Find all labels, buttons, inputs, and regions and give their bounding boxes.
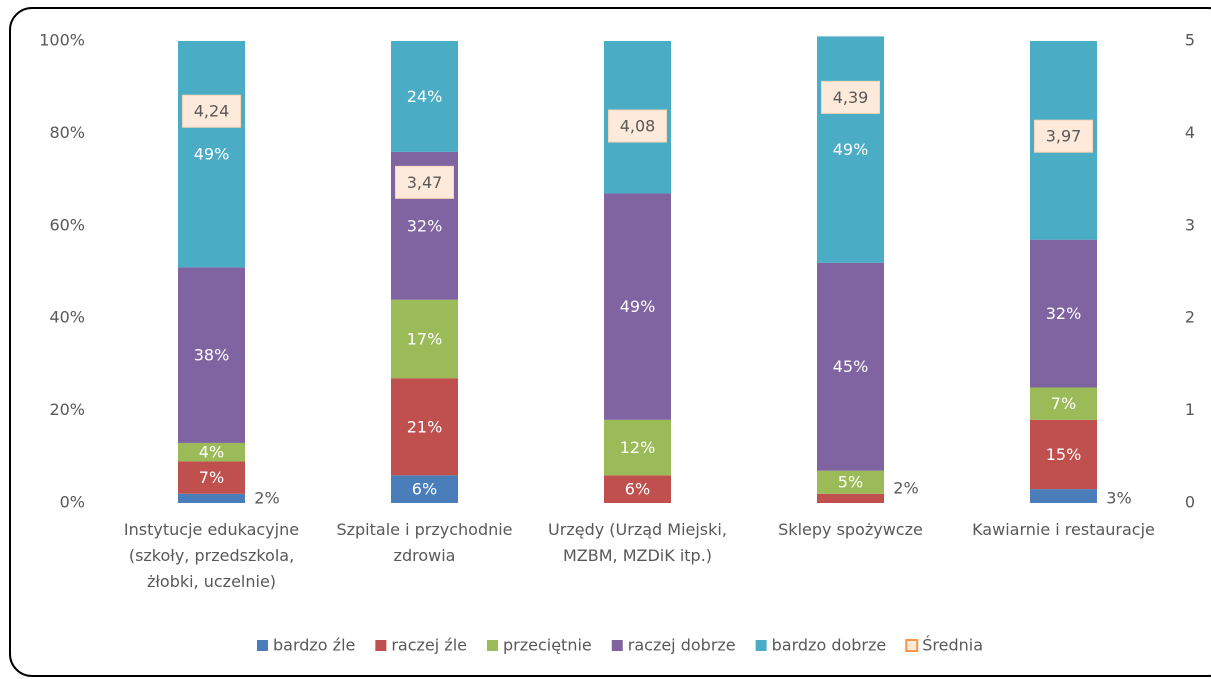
data-label: 21% xyxy=(407,417,443,436)
bar-segment xyxy=(178,267,245,443)
y-tick-label: 20% xyxy=(49,400,85,419)
legend-swatch xyxy=(611,640,623,651)
legend-swatch xyxy=(256,640,268,651)
data-label: 24% xyxy=(407,87,443,106)
average-marker xyxy=(395,165,454,199)
y2-tick-label: 0 xyxy=(1185,493,1195,512)
data-label: 32% xyxy=(407,216,443,235)
data-label: 7% xyxy=(1051,394,1076,413)
y2-tick-label: 1 xyxy=(1185,400,1195,419)
bar-segment xyxy=(178,493,245,503)
bar-segment xyxy=(391,378,458,476)
legend-label: raczej dobrze xyxy=(628,636,736,655)
legend: bardzo źle raczej źle przeciętnie raczej do… xyxy=(256,636,983,655)
data-label: 49% xyxy=(833,140,869,159)
y2-tick-label: 3 xyxy=(1185,215,1195,234)
data-label: 12% xyxy=(620,438,656,457)
bar-segment xyxy=(817,470,884,494)
y-tick-label: 40% xyxy=(49,308,85,327)
average-label: 3,47 xyxy=(407,173,443,192)
data-label: 2% xyxy=(254,489,279,508)
data-label: 5% xyxy=(838,473,863,492)
x-tick-label: Sklepy spożywcze xyxy=(778,520,923,539)
legend-label: bardzo źle xyxy=(273,636,355,655)
y-tick-label: 0% xyxy=(60,493,85,512)
data-label: 49% xyxy=(620,297,656,316)
x-tick-label: Urzędy (Urząd Miejski, MZBM, MZDiK itp.) xyxy=(548,520,727,565)
bar-segment xyxy=(604,475,671,503)
bar-segment xyxy=(604,419,671,476)
average-label: 4,08 xyxy=(620,117,656,136)
bar-segment xyxy=(1030,419,1097,490)
bar-segment xyxy=(1030,387,1097,420)
data-label: 2% xyxy=(893,479,918,498)
y2-tick-label: 4 xyxy=(1185,123,1195,142)
x-tick-label: Kawiarnie i restauracje xyxy=(972,520,1155,539)
legend-swatch xyxy=(755,640,767,651)
legend-swatch xyxy=(486,640,498,651)
bar-segment xyxy=(391,475,458,503)
legend-label: bardzo dobrze xyxy=(772,636,887,655)
average-label: 4,39 xyxy=(833,88,869,107)
average-marker xyxy=(608,109,667,143)
bar-segment xyxy=(817,36,884,263)
data-label: 49% xyxy=(194,145,230,164)
bar-segment xyxy=(817,493,884,503)
y-tick-label: 80% xyxy=(49,123,85,142)
bar-segment xyxy=(817,262,884,471)
bar-segment xyxy=(391,41,458,152)
legend-label: raczej źle xyxy=(391,636,467,655)
data-label: 6% xyxy=(412,480,437,499)
data-label: 3% xyxy=(1106,489,1131,508)
average-marker xyxy=(182,94,241,128)
data-label: 4% xyxy=(199,443,224,462)
legend-swatch xyxy=(905,639,919,652)
bar-segment xyxy=(1030,239,1097,388)
data-label: 6% xyxy=(625,480,650,499)
data-label: 15% xyxy=(1046,445,1082,464)
average-label: 4,24 xyxy=(194,102,230,121)
y2-tick-label: 5 xyxy=(1185,31,1195,50)
bar-segment xyxy=(178,41,245,268)
y-tick-label: 100% xyxy=(39,31,85,50)
data-label: 7% xyxy=(199,468,224,487)
average-marker xyxy=(821,80,880,114)
bar-segment xyxy=(604,193,671,420)
legend-swatch xyxy=(375,640,387,651)
data-label: 45% xyxy=(833,357,869,376)
y-tick-label: 60% xyxy=(49,215,85,234)
data-label: 38% xyxy=(194,346,230,365)
average-marker xyxy=(1034,119,1093,153)
bar-segment xyxy=(391,299,458,379)
average-label: 3,97 xyxy=(1046,127,1082,146)
x-tick-label: Szpitale i przychodnie zdrowia xyxy=(336,520,512,565)
x-tick-label: Instytucje edukacyjne (szkoły, przedszkol… xyxy=(124,520,299,591)
legend-label: Średnia xyxy=(922,636,983,655)
bar-segment xyxy=(178,442,245,462)
data-label: 17% xyxy=(407,329,443,348)
legend-label: przeciętnie xyxy=(503,636,592,655)
y2-tick-label: 2 xyxy=(1185,308,1195,327)
bar-segment xyxy=(1030,489,1097,503)
data-label: 32% xyxy=(1046,304,1082,323)
bar-segment xyxy=(178,461,245,494)
